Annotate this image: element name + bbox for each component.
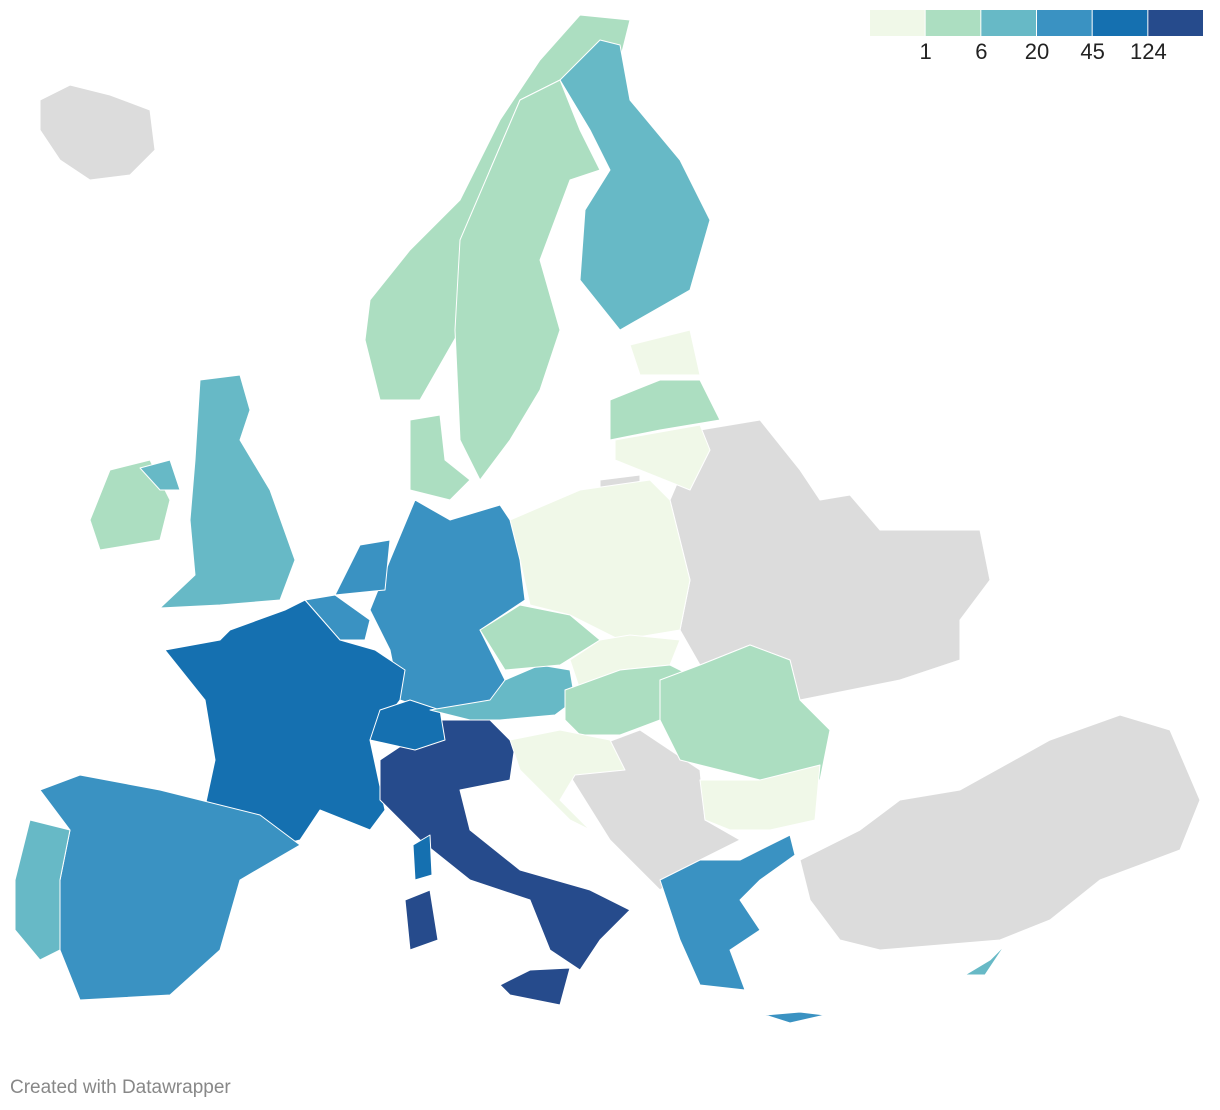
legend-label: 124: [1130, 39, 1167, 64]
country: [499, 967, 571, 1006]
country: [964, 944, 1006, 976]
country: [614, 424, 711, 491]
country: [629, 329, 701, 376]
legend-swatch: [1037, 10, 1092, 36]
country: [609, 379, 721, 441]
country: [699, 764, 821, 831]
country: [799, 714, 1201, 951]
legend-swatch: [1148, 10, 1203, 36]
country: [429, 664, 576, 721]
country: [89, 459, 171, 551]
country: [14, 819, 71, 961]
country: [454, 79, 601, 481]
country: [334, 539, 391, 596]
country: [659, 834, 796, 991]
legend-swatch: [925, 10, 981, 36]
legend: 1 6 20 45 124: [870, 10, 1203, 64]
country: [159, 374, 296, 609]
country: [139, 459, 181, 491]
legend-swatch: [870, 10, 925, 36]
country: [509, 479, 691, 641]
country: [659, 644, 831, 781]
country: [412, 834, 433, 881]
country: [559, 39, 711, 331]
footer: Created with Datawrapper: [10, 1077, 231, 1098]
legend-swatch: [981, 10, 1036, 36]
legend-label: 20: [1025, 39, 1049, 64]
legend-label: 1: [920, 39, 932, 64]
country: [764, 1011, 826, 1024]
legend-label: 45: [1080, 39, 1104, 64]
country: [39, 84, 156, 181]
legend-swatch: [1092, 10, 1148, 36]
countries: [14, 14, 1201, 1024]
country: [509, 729, 626, 831]
country: [404, 889, 439, 951]
legend-label: 6: [975, 39, 987, 64]
country: [409, 414, 471, 501]
